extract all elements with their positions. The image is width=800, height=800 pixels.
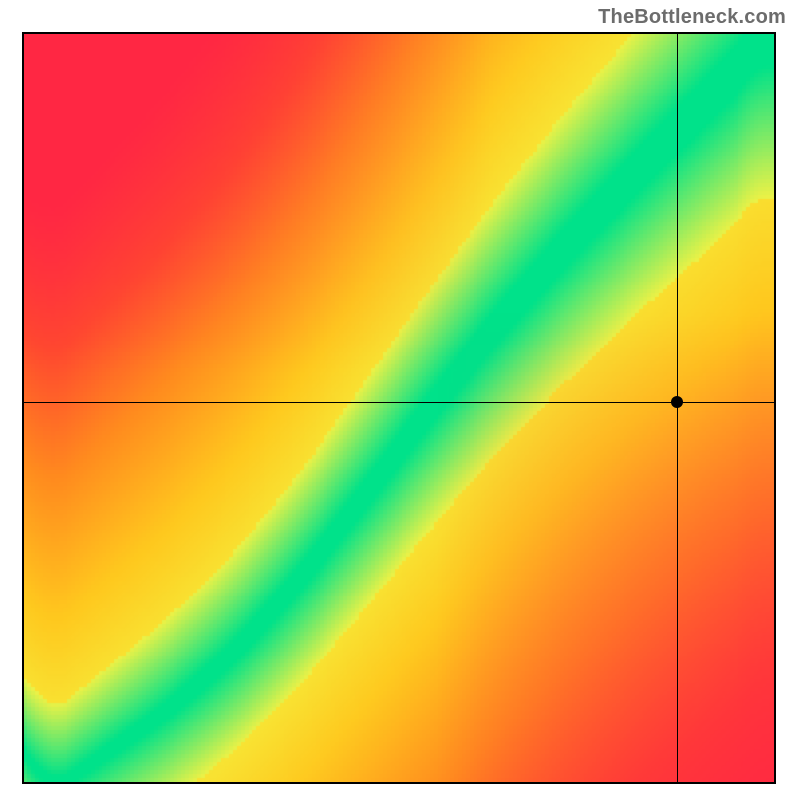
crosshair-horizontal-line	[24, 402, 774, 403]
watermark-text: TheBottleneck.com	[598, 6, 786, 29]
chart-container: TheBottleneck.com	[0, 0, 800, 800]
crosshair-dot	[671, 396, 683, 408]
heatmap-plot	[22, 32, 776, 784]
heatmap-canvas	[24, 34, 774, 782]
